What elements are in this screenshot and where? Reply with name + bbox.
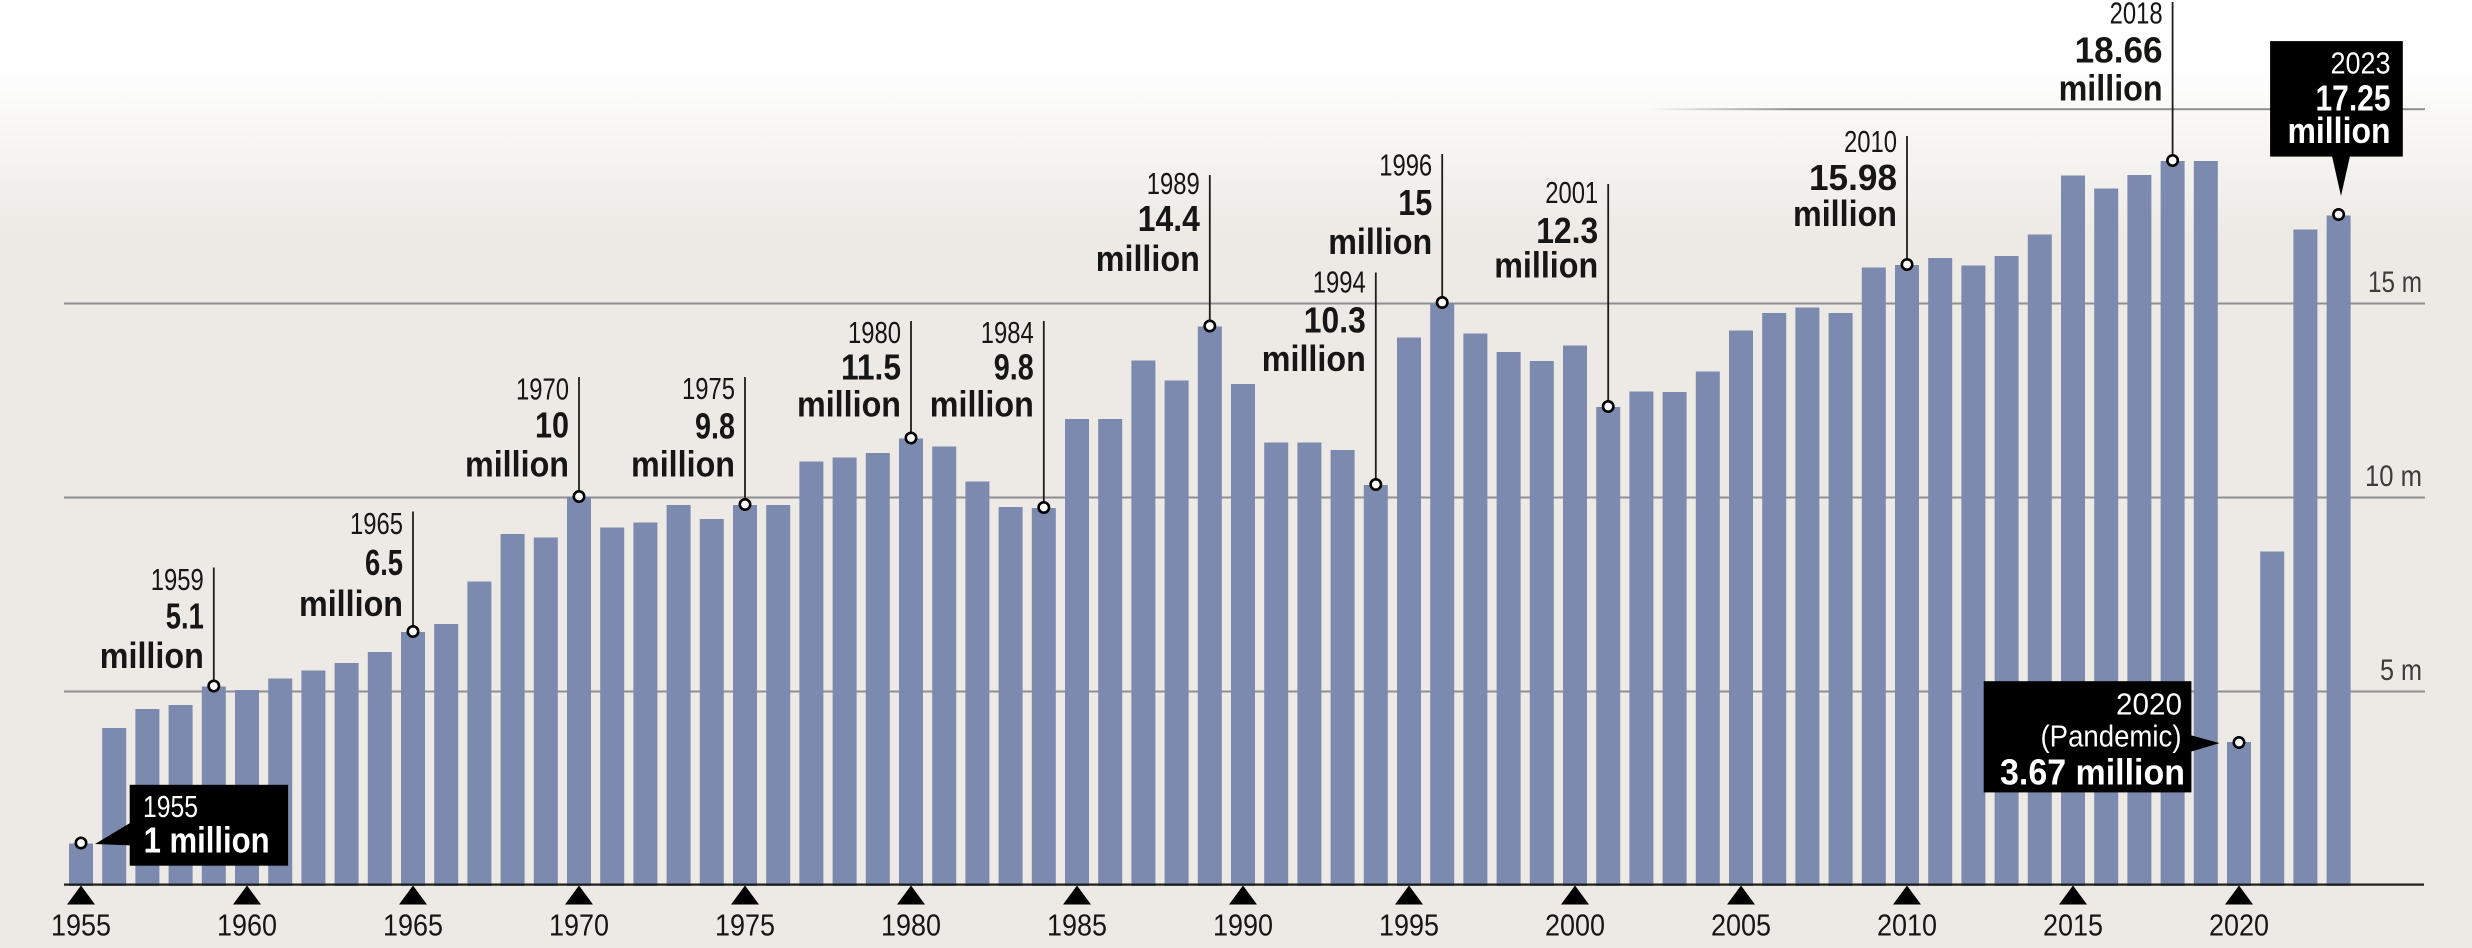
svg-text:5.1: 5.1 (166, 596, 204, 637)
svg-text:2018: 2018 (2110, 0, 2163, 31)
svg-text:1975: 1975 (715, 908, 775, 943)
svg-text:1980: 1980 (848, 315, 901, 350)
svg-text:2010: 2010 (1877, 908, 1937, 943)
svg-text:17.25: 17.25 (2316, 78, 2391, 119)
svg-text:1995: 1995 (1379, 908, 1439, 943)
svg-text:1989: 1989 (1147, 166, 1200, 201)
svg-text:2001: 2001 (1545, 175, 1598, 210)
svg-text:2020: 2020 (2209, 908, 2269, 943)
svg-text:18.66: 18.66 (2075, 30, 2163, 71)
svg-text:1975: 1975 (682, 371, 735, 406)
svg-text:1994: 1994 (1313, 265, 1366, 300)
svg-text:1959: 1959 (151, 562, 204, 597)
svg-text:15.98: 15.98 (1809, 157, 1897, 198)
svg-text:9.8: 9.8 (994, 347, 1034, 388)
svg-text:million: million (1096, 238, 1200, 279)
svg-text:million: million (631, 444, 735, 485)
svg-text:1 million: 1 million (144, 820, 270, 861)
svg-text:10.3: 10.3 (1304, 300, 1366, 341)
svg-text:1984: 1984 (981, 315, 1034, 350)
svg-text:million: million (299, 583, 403, 624)
svg-text:1985: 1985 (1047, 908, 1107, 943)
svg-text:1965: 1965 (383, 908, 443, 943)
svg-text:million: million (100, 635, 204, 676)
svg-text:million: million (1793, 193, 1897, 234)
svg-text:5 m: 5 m (2380, 654, 2422, 687)
svg-text:3.67 million: 3.67 million (2000, 751, 2185, 792)
svg-text:2000: 2000 (1545, 908, 1605, 943)
svg-text:14.4: 14.4 (1138, 198, 1200, 239)
svg-text:1980: 1980 (881, 908, 941, 943)
svg-text:1996: 1996 (1379, 148, 1432, 183)
svg-text:2023: 2023 (2331, 45, 2391, 80)
svg-text:(Pandemic): (Pandemic) (2041, 719, 2182, 754)
svg-text:million: million (2288, 110, 2391, 151)
svg-text:2020: 2020 (2116, 687, 2182, 722)
svg-text:1990: 1990 (1213, 908, 1273, 943)
svg-text:2005: 2005 (1711, 908, 1771, 943)
svg-text:million: million (2059, 68, 2163, 109)
svg-text:15: 15 (1398, 182, 1432, 223)
svg-text:million: million (797, 384, 901, 425)
svg-text:10: 10 (535, 405, 569, 446)
svg-text:12.3: 12.3 (1536, 210, 1598, 251)
svg-text:million: million (1262, 338, 1366, 379)
svg-text:million: million (1494, 245, 1598, 286)
svg-text:million: million (930, 384, 1034, 425)
svg-text:10 m: 10 m (2365, 460, 2422, 493)
svg-text:2015: 2015 (2043, 908, 2103, 943)
svg-text:million: million (1328, 221, 1432, 262)
svg-text:1970: 1970 (549, 908, 609, 943)
svg-text:2010: 2010 (1844, 124, 1897, 159)
svg-text:11.5: 11.5 (841, 347, 901, 388)
svg-text:1970: 1970 (516, 372, 569, 407)
svg-text:15 m: 15 m (2368, 266, 2422, 299)
svg-text:1955: 1955 (51, 908, 111, 943)
svg-text:1965: 1965 (350, 506, 403, 541)
svg-text:1960: 1960 (217, 908, 277, 943)
svg-text:1955: 1955 (143, 789, 198, 824)
svg-text:million: million (465, 444, 569, 485)
svg-text:6.5: 6.5 (365, 542, 403, 583)
svg-text:9.8: 9.8 (695, 406, 735, 447)
